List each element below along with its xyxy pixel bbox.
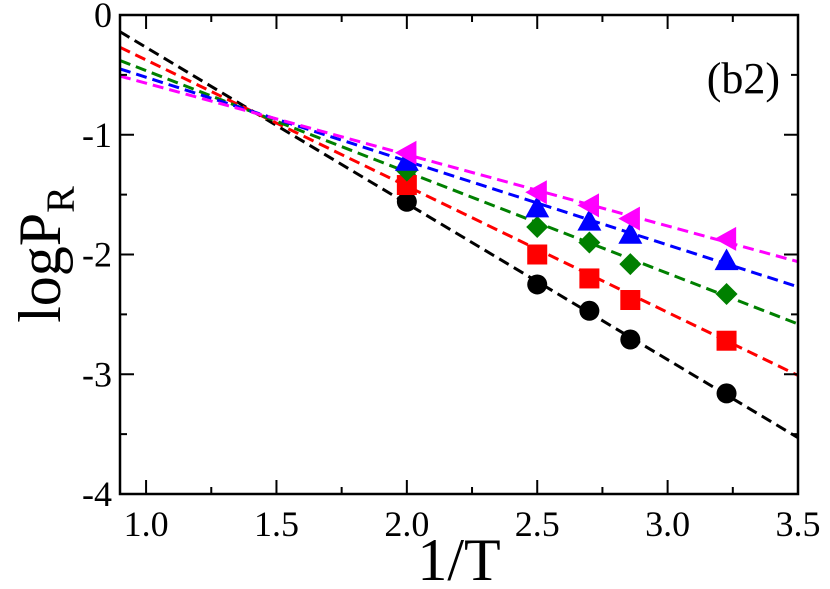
- y-tick-label: -1: [82, 115, 112, 155]
- point-triangle-left: [618, 206, 640, 231]
- x-tick-label: 2.0: [384, 504, 429, 544]
- fit-line-square: [119, 45, 799, 377]
- fit-lines: [119, 30, 799, 440]
- point-circle: [396, 191, 417, 212]
- point-triangle-left: [577, 193, 599, 218]
- x-tick-label: 3.5: [776, 504, 821, 544]
- point-triangle-up: [525, 195, 550, 218]
- point-square: [620, 290, 641, 311]
- fit-line-diamond: [119, 59, 799, 326]
- fit-line-triangle-up: [119, 67, 799, 289]
- x-tick-labels: 1.0 1.5 2.0 2.5 3.0 3.5: [124, 504, 821, 544]
- y-tick-label: -3: [82, 354, 112, 394]
- point-circle: [527, 274, 548, 295]
- point-diamond: [715, 283, 738, 306]
- point-circle: [579, 300, 600, 321]
- point-square: [527, 244, 548, 265]
- point-diamond: [578, 231, 601, 254]
- x-tick-label: 2.5: [515, 504, 560, 544]
- y-tick-label: -2: [82, 235, 112, 275]
- x-axis-title: 1/T: [417, 527, 500, 589]
- data-points: [394, 140, 739, 404]
- point-square: [396, 175, 417, 196]
- point-triangle-left: [714, 226, 737, 251]
- panel-label: (b2): [707, 54, 780, 103]
- point-triangle-left: [525, 180, 547, 205]
- point-circle: [620, 329, 641, 350]
- y-tick-label: 0: [94, 0, 112, 35]
- y-tick-label: -4: [82, 474, 112, 514]
- y-axis-title: logPR: [7, 186, 83, 323]
- axis-ticks: [120, 14, 799, 495]
- y-tick-labels: 0 -1 -2 -3 -4: [82, 0, 112, 514]
- point-diamond: [619, 253, 642, 276]
- point-triangle-up: [618, 222, 643, 244]
- point-triangle-up: [394, 149, 419, 171]
- y-axis-title-subscript: R: [38, 186, 83, 213]
- x-tick-label: 3.0: [645, 504, 690, 544]
- point-circle: [716, 383, 737, 404]
- point-triangle-up: [577, 208, 602, 231]
- fit-line-triangle-left: [119, 74, 799, 264]
- point-diamond: [526, 215, 549, 238]
- x-tick-label: 1.5: [254, 504, 299, 544]
- point-triangle-up: [714, 248, 739, 271]
- point-square: [579, 268, 600, 289]
- fit-line-circle: [119, 30, 799, 440]
- x-tick-label: 1.0: [124, 504, 169, 544]
- point-triangle-left: [394, 140, 417, 165]
- y-axis-title-main: logP: [7, 213, 73, 323]
- point-square: [716, 330, 737, 351]
